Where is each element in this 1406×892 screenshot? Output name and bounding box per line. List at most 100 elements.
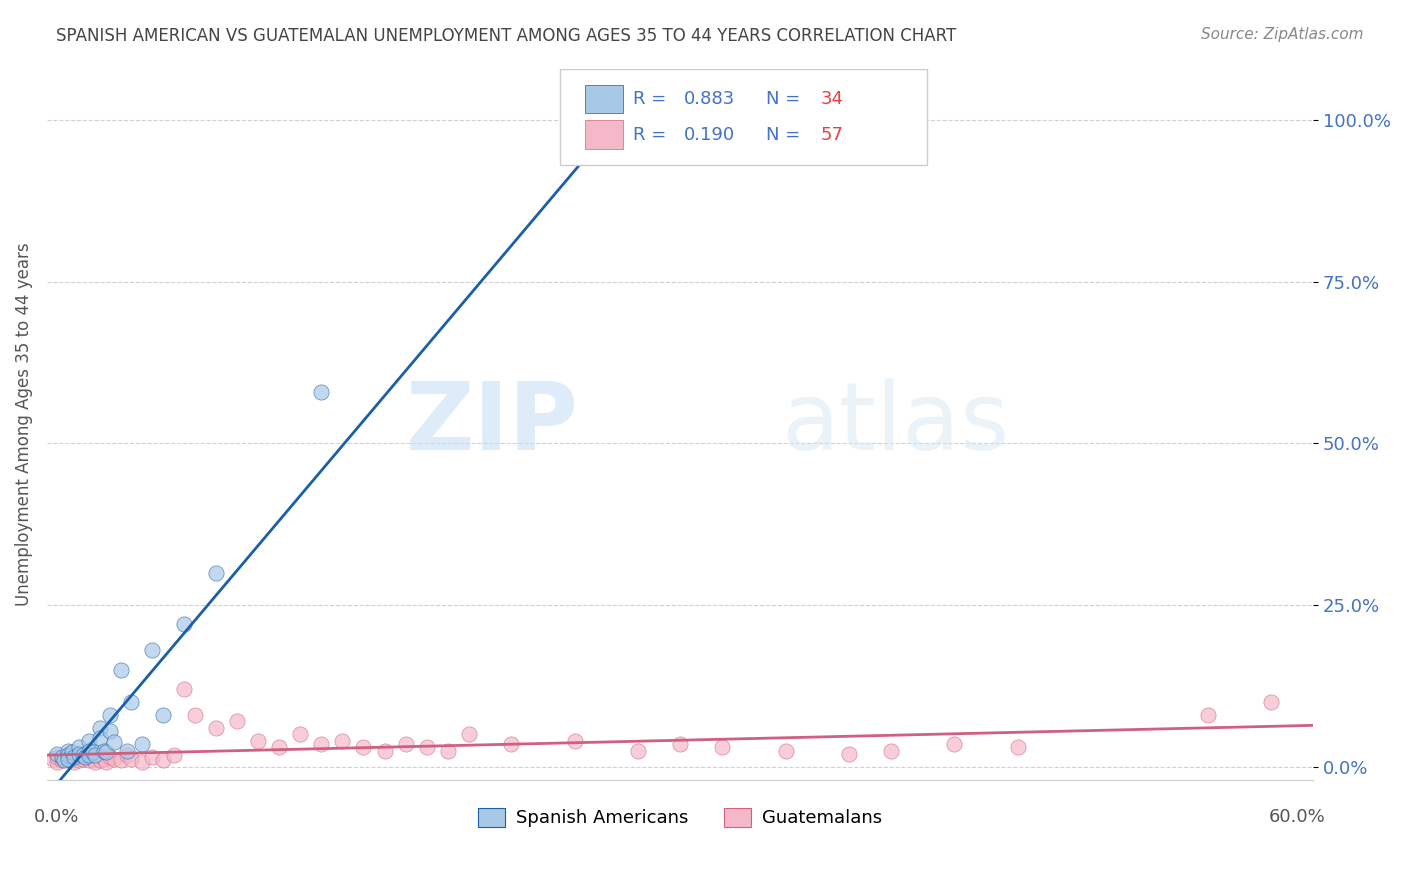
Point xyxy=(63,755,86,769)
Text: N =: N = xyxy=(766,126,806,144)
Point xyxy=(775,743,797,757)
Point xyxy=(56,743,79,757)
Text: ZIP: ZIP xyxy=(406,378,579,470)
Point xyxy=(564,734,586,748)
Point xyxy=(173,617,195,632)
Text: R =: R = xyxy=(633,90,672,108)
Point xyxy=(120,695,142,709)
Point xyxy=(77,743,100,757)
Point xyxy=(311,384,333,399)
Point xyxy=(73,747,96,762)
Text: 34: 34 xyxy=(821,90,844,108)
Point xyxy=(120,752,142,766)
Y-axis label: Unemployment Among Ages 35 to 44 years: Unemployment Among Ages 35 to 44 years xyxy=(15,243,32,606)
Point xyxy=(73,750,96,764)
Point xyxy=(458,727,481,741)
Point xyxy=(60,746,83,760)
Point xyxy=(110,663,132,677)
Point xyxy=(42,752,65,766)
Point xyxy=(332,734,354,748)
Point xyxy=(110,753,132,767)
Point xyxy=(82,752,104,766)
Text: atlas: atlas xyxy=(782,378,1010,470)
Point xyxy=(67,753,90,767)
Point xyxy=(374,743,396,757)
Point xyxy=(60,752,83,766)
Point xyxy=(72,747,94,762)
Point xyxy=(173,682,195,697)
Point xyxy=(353,740,375,755)
Point xyxy=(77,747,100,762)
Point xyxy=(77,734,100,748)
Point xyxy=(501,737,523,751)
Point xyxy=(669,737,692,751)
Point xyxy=(84,755,107,769)
Point xyxy=(246,734,269,748)
Point xyxy=(94,746,117,760)
Point xyxy=(1197,708,1219,723)
Point xyxy=(72,752,94,766)
Point xyxy=(152,753,174,767)
Point xyxy=(93,752,115,766)
Legend: Spanish Americans, Guatemalans: Spanish Americans, Guatemalans xyxy=(471,801,890,835)
Point xyxy=(89,753,111,767)
Point xyxy=(115,743,138,757)
Point xyxy=(416,740,439,755)
Point xyxy=(838,747,860,761)
Point xyxy=(606,133,628,147)
Point xyxy=(267,740,290,755)
Point xyxy=(115,747,138,762)
Point xyxy=(943,737,966,751)
Point xyxy=(67,740,90,755)
Point xyxy=(84,747,107,762)
Point xyxy=(152,708,174,723)
Point xyxy=(89,747,111,762)
Point xyxy=(89,721,111,735)
Point xyxy=(225,714,247,729)
Point xyxy=(711,740,734,755)
FancyBboxPatch shape xyxy=(560,69,927,164)
Text: SPANISH AMERICAN VS GUATEMALAN UNEMPLOYMENT AMONG AGES 35 TO 44 YEARS CORRELATIO: SPANISH AMERICAN VS GUATEMALAN UNEMPLOYM… xyxy=(56,27,956,45)
Point xyxy=(162,747,184,762)
Text: 57: 57 xyxy=(821,126,844,144)
Text: Source: ZipAtlas.com: Source: ZipAtlas.com xyxy=(1201,27,1364,42)
Text: 0.0%: 0.0% xyxy=(34,808,80,826)
Point xyxy=(103,735,125,749)
Point xyxy=(67,750,90,764)
Point xyxy=(94,755,117,769)
Point xyxy=(311,737,333,751)
Point xyxy=(56,753,79,767)
Point xyxy=(395,737,418,751)
Point xyxy=(98,750,121,764)
Point xyxy=(67,747,90,761)
Point xyxy=(56,747,79,762)
Point xyxy=(204,566,226,580)
Point xyxy=(56,752,79,766)
Point xyxy=(89,731,111,745)
Point xyxy=(204,721,226,735)
Text: R =: R = xyxy=(633,126,672,144)
Point xyxy=(77,750,100,764)
Point xyxy=(141,750,163,764)
Point xyxy=(880,743,903,757)
Point xyxy=(141,643,163,657)
Point xyxy=(98,708,121,723)
Point xyxy=(627,743,650,757)
Text: 0.190: 0.190 xyxy=(683,126,735,144)
FancyBboxPatch shape xyxy=(585,85,623,113)
Point xyxy=(63,750,86,764)
Point xyxy=(1260,695,1282,709)
Point xyxy=(288,727,311,741)
Point xyxy=(56,747,79,762)
Text: 0.883: 0.883 xyxy=(683,90,735,108)
Point xyxy=(131,755,153,769)
Point xyxy=(93,743,115,757)
Point xyxy=(183,708,205,723)
FancyBboxPatch shape xyxy=(585,120,623,149)
Point xyxy=(46,747,69,761)
Point xyxy=(1007,740,1029,755)
Text: N =: N = xyxy=(766,90,806,108)
Point xyxy=(103,752,125,766)
Point xyxy=(437,743,460,757)
Point xyxy=(52,752,75,766)
